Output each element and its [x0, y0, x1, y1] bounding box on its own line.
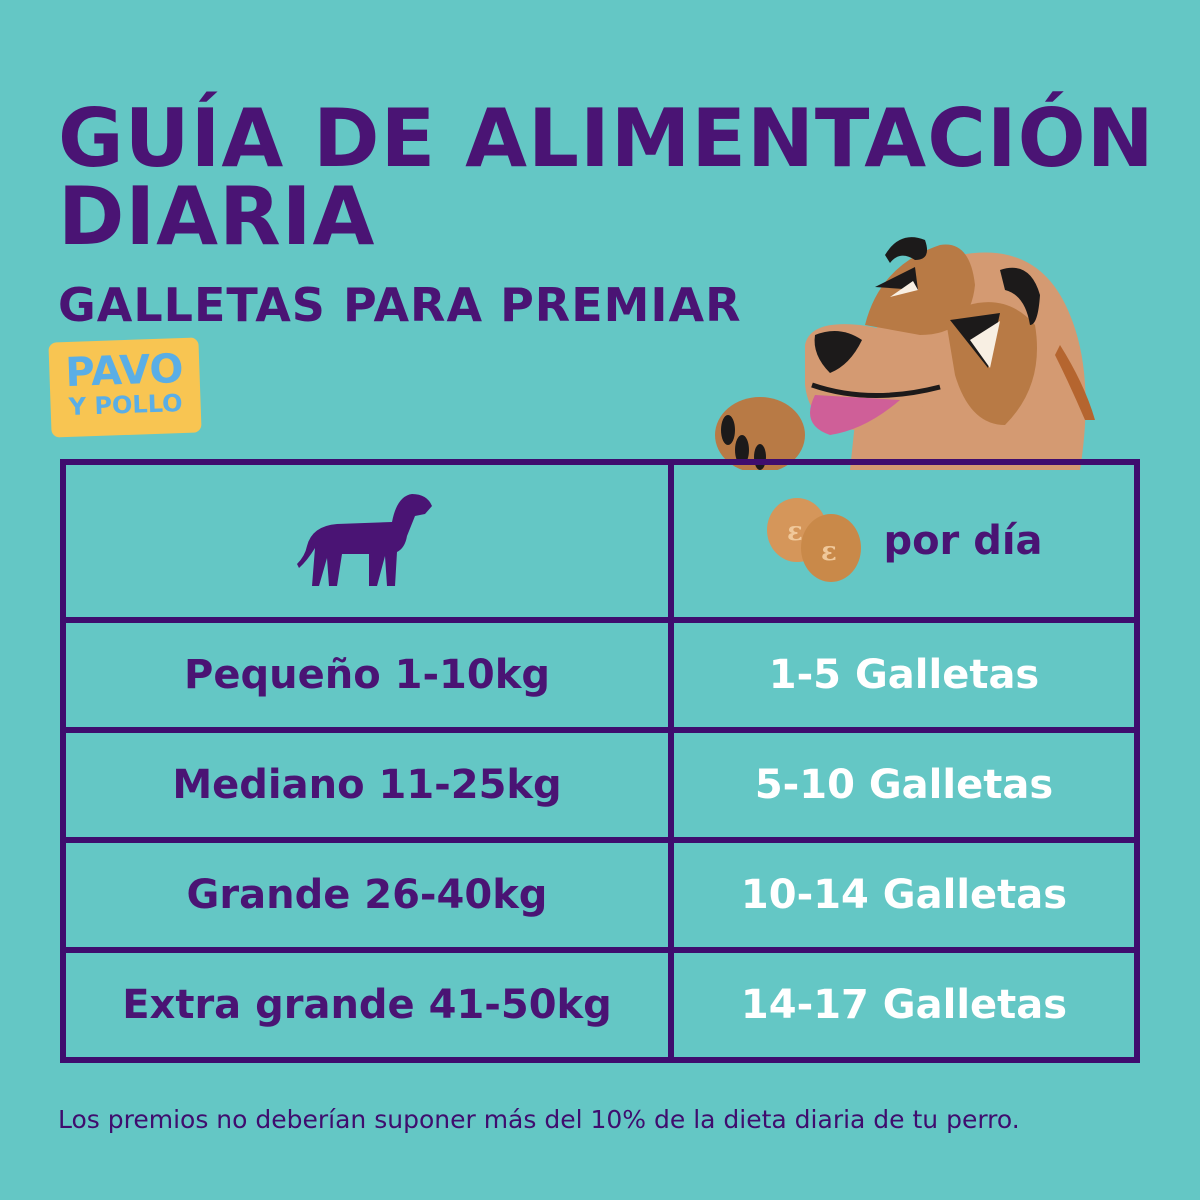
header-dog-cell [66, 465, 674, 623]
badge-line-1: PAVO [64, 345, 185, 397]
title-line-1: GUÍA DE ALIMENTACIÓN [58, 92, 1155, 185]
subtitle: GALLETAS PARA PREMIAR [58, 278, 742, 332]
svg-text:ε: ε [821, 537, 837, 567]
size-cell: Pequeño 1-10kg [66, 623, 674, 733]
per-day-label: por día [883, 518, 1043, 564]
puppy-illustration [715, 237, 1095, 470]
badge-line-2: Y POLLO [68, 389, 183, 421]
biscuits-icon: ε ε [767, 498, 862, 582]
svg-text:ε: ε [787, 517, 803, 547]
amount-cell: 5-10 Galletas [674, 733, 1134, 843]
size-cell: Grande 26-40kg [66, 843, 674, 953]
page-title: GUÍA DE ALIMENTACIÓN DIARIA [58, 92, 1155, 263]
title-line-2: DIARIA [58, 170, 376, 263]
amount-cell: 10-14 Galletas [674, 843, 1134, 953]
flavor-badge: PAVO Y POLLO [48, 337, 202, 438]
size-cell: Mediano 11-25kg [66, 733, 674, 843]
amount-cell: 14-17 Galletas [740, 982, 1068, 1028]
amount-cell: 1-5 Galletas [674, 623, 1134, 733]
feeding-table: ε ε por día Pequeño 1-10kg 1-5 Galletas … [60, 459, 1140, 1063]
header-amount-cell: ε ε por día [674, 465, 1134, 623]
footer-note: Los premios no deberían suponer más del … [58, 1105, 1020, 1134]
size-cell: Extra grande 41-50kg [66, 953, 674, 1057]
dog-silhouette-icon [297, 494, 432, 586]
